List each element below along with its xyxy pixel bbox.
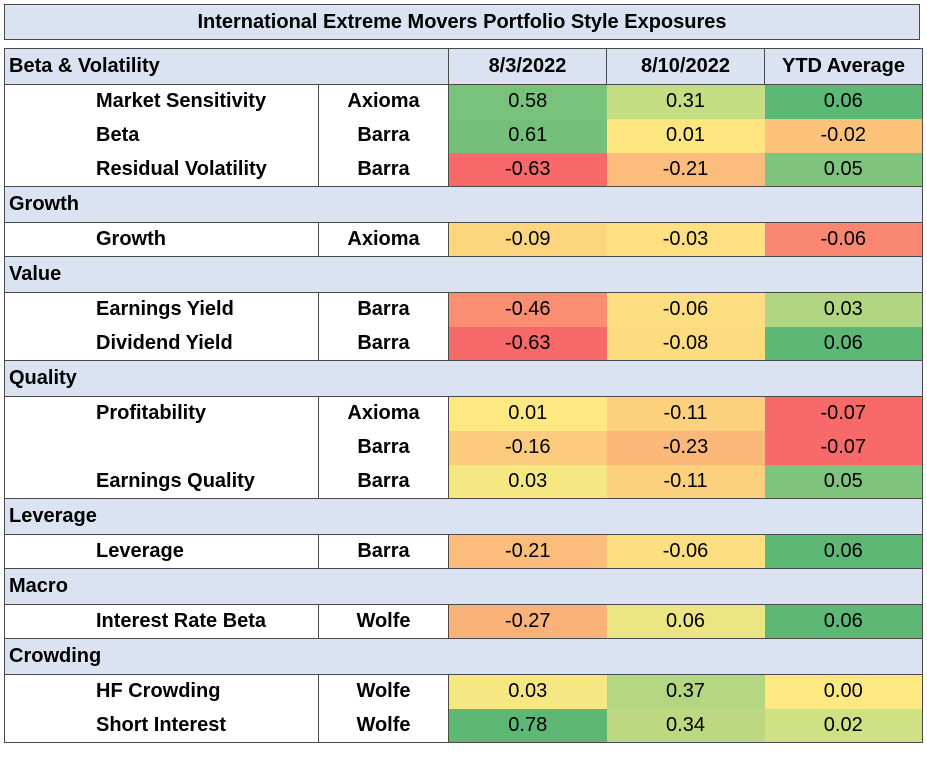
exposure-value-0: 0.58 — [448, 84, 607, 119]
factor-source: Barra — [318, 292, 449, 327]
exposure-value-0: 0.61 — [448, 118, 607, 153]
table-row: Interest Rate Beta Wolfe -0.27 0.06 0.06 — [4, 604, 923, 639]
exposure-value-1: 0.34 — [606, 708, 765, 743]
exposure-value-1: -0.08 — [606, 326, 765, 361]
factor-source: Barra — [318, 118, 449, 153]
section-header-row: Crowding — [4, 638, 923, 675]
exposure-value-1: 0.31 — [606, 84, 765, 119]
section-header-row: Macro — [4, 568, 923, 605]
exposure-value-2: 0.02 — [764, 708, 923, 743]
exposure-value-1: -0.06 — [606, 292, 765, 327]
section-title: Macro — [4, 568, 923, 605]
exposure-value-1: 0.37 — [606, 674, 765, 709]
factor-source: Axioma — [318, 396, 449, 431]
exposure-value-0: 0.78 — [448, 708, 607, 743]
exposure-value-2: -0.07 — [764, 396, 923, 431]
exposure-value-2: -0.06 — [764, 222, 923, 257]
exposure-value-1: -0.06 — [606, 534, 765, 569]
table-row: Short Interest Wolfe 0.78 0.34 0.02 — [4, 708, 923, 743]
exposure-value-2: 0.06 — [764, 534, 923, 569]
exposure-value-1: -0.11 — [606, 464, 765, 499]
exposure-value-2: 0.06 — [764, 84, 923, 119]
exposure-value-0: -0.16 — [448, 430, 607, 465]
exposure-value-0: 0.03 — [448, 674, 607, 709]
table-row: Beta Barra 0.61 0.01 -0.02 — [4, 118, 923, 153]
factor-name: Interest Rate Beta — [4, 604, 319, 639]
table-row: Residual Volatility Barra -0.63 -0.21 0.05 — [4, 152, 923, 187]
exposure-value-1: -0.11 — [606, 396, 765, 431]
exposure-value-0: -0.09 — [448, 222, 607, 257]
exposure-value-2: 0.06 — [764, 604, 923, 639]
exposure-value-1: -0.03 — [606, 222, 765, 257]
exposure-value-2: -0.07 — [764, 430, 923, 465]
factor-source: Barra — [318, 464, 449, 499]
header-section-label: Beta & Volatility — [4, 48, 449, 85]
factor-name: Earnings Yield — [4, 292, 319, 327]
factor-source: Barra — [318, 534, 449, 569]
exposure-value-2: 0.03 — [764, 292, 923, 327]
factor-name — [4, 430, 319, 465]
header-col-2: YTD Average — [764, 48, 923, 85]
table-row: Earnings Yield Barra -0.46 -0.06 0.03 — [4, 292, 923, 327]
exposure-table-body: Beta & Volatility 8/3/2022 8/10/2022 YTD… — [4, 48, 923, 743]
factor-source: Wolfe — [318, 708, 449, 743]
table-row: Earnings Quality Barra 0.03 -0.11 0.05 — [4, 464, 923, 499]
section-title: Quality — [4, 360, 923, 397]
exposure-value-2: -0.02 — [764, 118, 923, 153]
header-col-1: 8/10/2022 — [606, 48, 765, 85]
table-row: Growth Axioma -0.09 -0.03 -0.06 — [4, 222, 923, 257]
section-title: Leverage — [4, 498, 923, 535]
section-title: Value — [4, 256, 923, 293]
exposure-value-0: -0.21 — [448, 534, 607, 569]
section-title: Growth — [4, 186, 923, 223]
exposure-value-1: -0.23 — [606, 430, 765, 465]
table-row: Profitability Axioma 0.01 -0.11 -0.07 — [4, 396, 923, 431]
header-row: Beta & Volatility 8/3/2022 8/10/2022 YTD… — [4, 48, 923, 85]
exposure-value-1: -0.21 — [606, 152, 765, 187]
factor-source: Wolfe — [318, 674, 449, 709]
section-title: Crowding — [4, 638, 923, 675]
table-row: Leverage Barra -0.21 -0.06 0.06 — [4, 534, 923, 569]
exposure-value-0: -0.63 — [448, 152, 607, 187]
exposure-value-0: -0.27 — [448, 604, 607, 639]
table-row: HF Crowding Wolfe 0.03 0.37 0.00 — [4, 674, 923, 709]
factor-name: Market Sensitivity — [4, 84, 319, 119]
exposure-value-0: 0.03 — [448, 464, 607, 499]
factor-name: Dividend Yield — [4, 326, 319, 361]
factor-source: Barra — [318, 430, 449, 465]
exposure-value-2: 0.05 — [764, 152, 923, 187]
exposure-table: Beta & Volatility 8/3/2022 8/10/2022 YTD… — [4, 48, 923, 743]
exposure-value-0: -0.63 — [448, 326, 607, 361]
factor-name: Leverage — [4, 534, 319, 569]
factor-source: Barra — [318, 152, 449, 187]
report-title: International Extreme Movers Portfolio S… — [4, 4, 920, 40]
exposure-value-0: 0.01 — [448, 396, 607, 431]
section-header-row: Leverage — [4, 498, 923, 535]
table-row: Market Sensitivity Axioma 0.58 0.31 0.06 — [4, 84, 923, 119]
factor-name: Growth — [4, 222, 319, 257]
factor-source: Axioma — [318, 84, 449, 119]
factor-source: Axioma — [318, 222, 449, 257]
factor-name: Beta — [4, 118, 319, 153]
exposure-value-1: 0.01 — [606, 118, 765, 153]
factor-name: Short Interest — [4, 708, 319, 743]
factor-name: Residual Volatility — [4, 152, 319, 187]
factor-name: HF Crowding — [4, 674, 319, 709]
section-header-row: Value — [4, 256, 923, 293]
factor-name: Earnings Quality — [4, 464, 319, 499]
factor-name: Profitability — [4, 396, 319, 431]
exposure-value-2: 0.05 — [764, 464, 923, 499]
section-header-row: Quality — [4, 360, 923, 397]
factor-source: Barra — [318, 326, 449, 361]
table-row: Barra -0.16 -0.23 -0.07 — [4, 430, 923, 465]
exposure-value-0: -0.46 — [448, 292, 607, 327]
header-col-0: 8/3/2022 — [448, 48, 607, 85]
section-header-row: Growth — [4, 186, 923, 223]
exposure-value-2: 0.00 — [764, 674, 923, 709]
table-row: Dividend Yield Barra -0.63 -0.08 0.06 — [4, 326, 923, 361]
exposure-value-2: 0.06 — [764, 326, 923, 361]
factor-source: Wolfe — [318, 604, 449, 639]
exposure-value-1: 0.06 — [606, 604, 765, 639]
